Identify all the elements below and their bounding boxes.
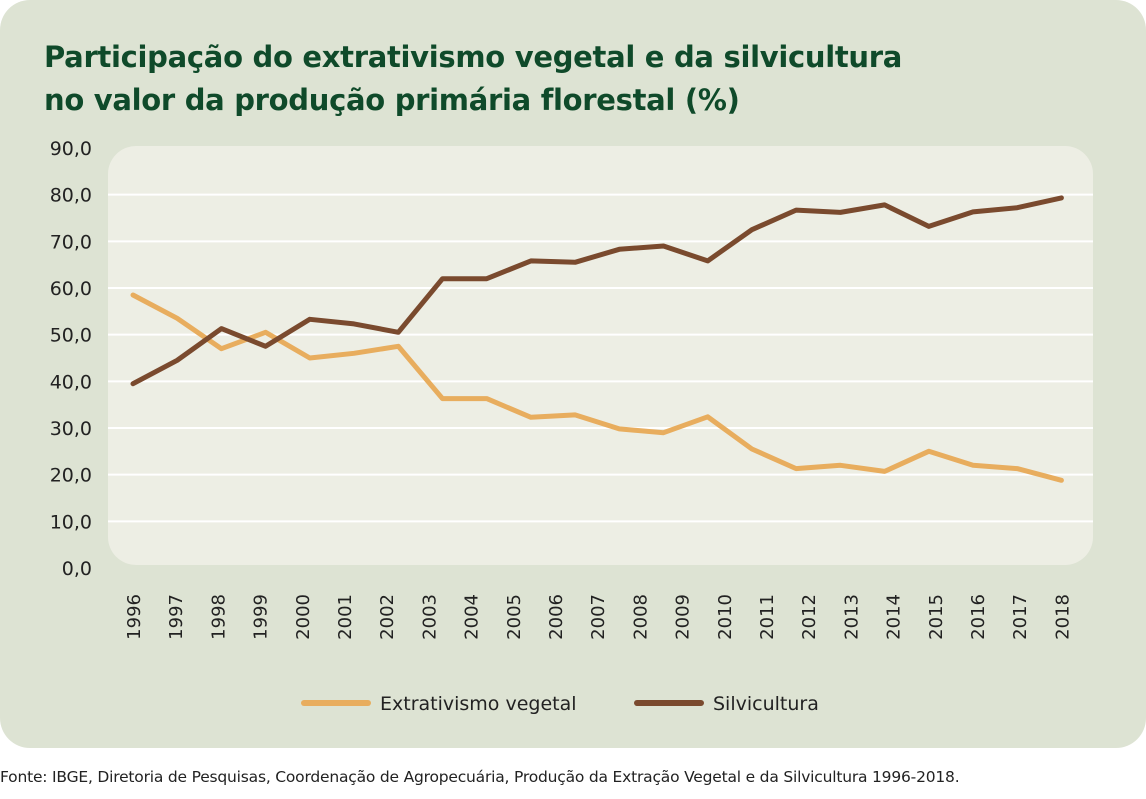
- x-tick-label: 2011: [757, 594, 778, 640]
- y-tick-label: 90,0: [50, 138, 92, 160]
- x-tick-label: 2006: [546, 594, 567, 640]
- series-line-silvicultura: [130, 195, 1064, 387]
- x-tick-label: 2003: [419, 594, 440, 640]
- x-tick-label: 2010: [715, 594, 736, 640]
- x-tick-label: 1996: [124, 594, 145, 640]
- x-tick-label: 2013: [841, 594, 862, 640]
- x-axis-ticks: 1996 1997 1998 1999 2000 2001 2002 2003 2004 2005…: [124, 594, 1073, 640]
- y-tick-label: 30,0: [50, 418, 92, 440]
- chart-title-line-2: no valor da produção primária florestal …: [44, 83, 740, 117]
- x-tick-label: 2009: [673, 594, 694, 640]
- y-tick-label: 40,0: [50, 371, 92, 393]
- x-tick-label: 2016: [968, 594, 989, 640]
- x-tick-label: 1998: [208, 594, 229, 640]
- legend: Extrativismo vegetal Silvicultura: [301, 693, 819, 715]
- source-note: Fonte: IBGE, Diretoria de Pesquisas, Coo…: [0, 768, 960, 786]
- x-tick-label: 2002: [377, 594, 398, 640]
- chart-title: Participação do extrativismo vegetal e d…: [44, 36, 1044, 122]
- legend-label: Extrativismo vegetal: [380, 693, 577, 715]
- x-tick-label: 2005: [504, 594, 525, 640]
- series-line-extrativismo-vegetal: [130, 292, 1064, 483]
- y-tick-label: 20,0: [50, 465, 92, 487]
- x-tick-label: 2004: [462, 594, 483, 640]
- x-tick-label: 2018: [1052, 594, 1073, 640]
- y-tick-label: 60,0: [50, 278, 92, 300]
- x-tick-label: 1997: [166, 594, 187, 640]
- y-axis-ticks: 0,0 10,0 20,0 30,0 40,0 50,0 60,0 70,0 80,0 90,0: [50, 138, 92, 580]
- x-tick-label: 2008: [630, 594, 651, 640]
- legend-label: Silvicultura: [713, 693, 819, 715]
- y-tick-label: 0,0: [62, 558, 92, 580]
- x-tick-label: 2001: [335, 594, 356, 640]
- y-tick-label: 70,0: [50, 231, 92, 253]
- plot-area: [108, 146, 1093, 565]
- y-tick-label: 10,0: [50, 511, 92, 533]
- x-tick-label: 2012: [799, 594, 820, 640]
- x-tick-label: 2014: [884, 594, 905, 640]
- x-tick-label: 2017: [1010, 594, 1031, 640]
- chart-title-line-1: Participação do extrativismo vegetal e d…: [44, 40, 903, 74]
- y-tick-label: 50,0: [50, 325, 92, 347]
- y-tick-label: 80,0: [50, 185, 92, 207]
- line-chart: 0,010,020,030,040,050,060,070,080,090,0 …: [50, 138, 1093, 715]
- x-tick-label: 2007: [588, 594, 609, 640]
- x-tick-label: 1999: [251, 594, 272, 640]
- x-tick-label: 2000: [293, 594, 314, 640]
- series-lines: [130, 195, 1064, 483]
- x-tick-label: 2015: [926, 594, 947, 640]
